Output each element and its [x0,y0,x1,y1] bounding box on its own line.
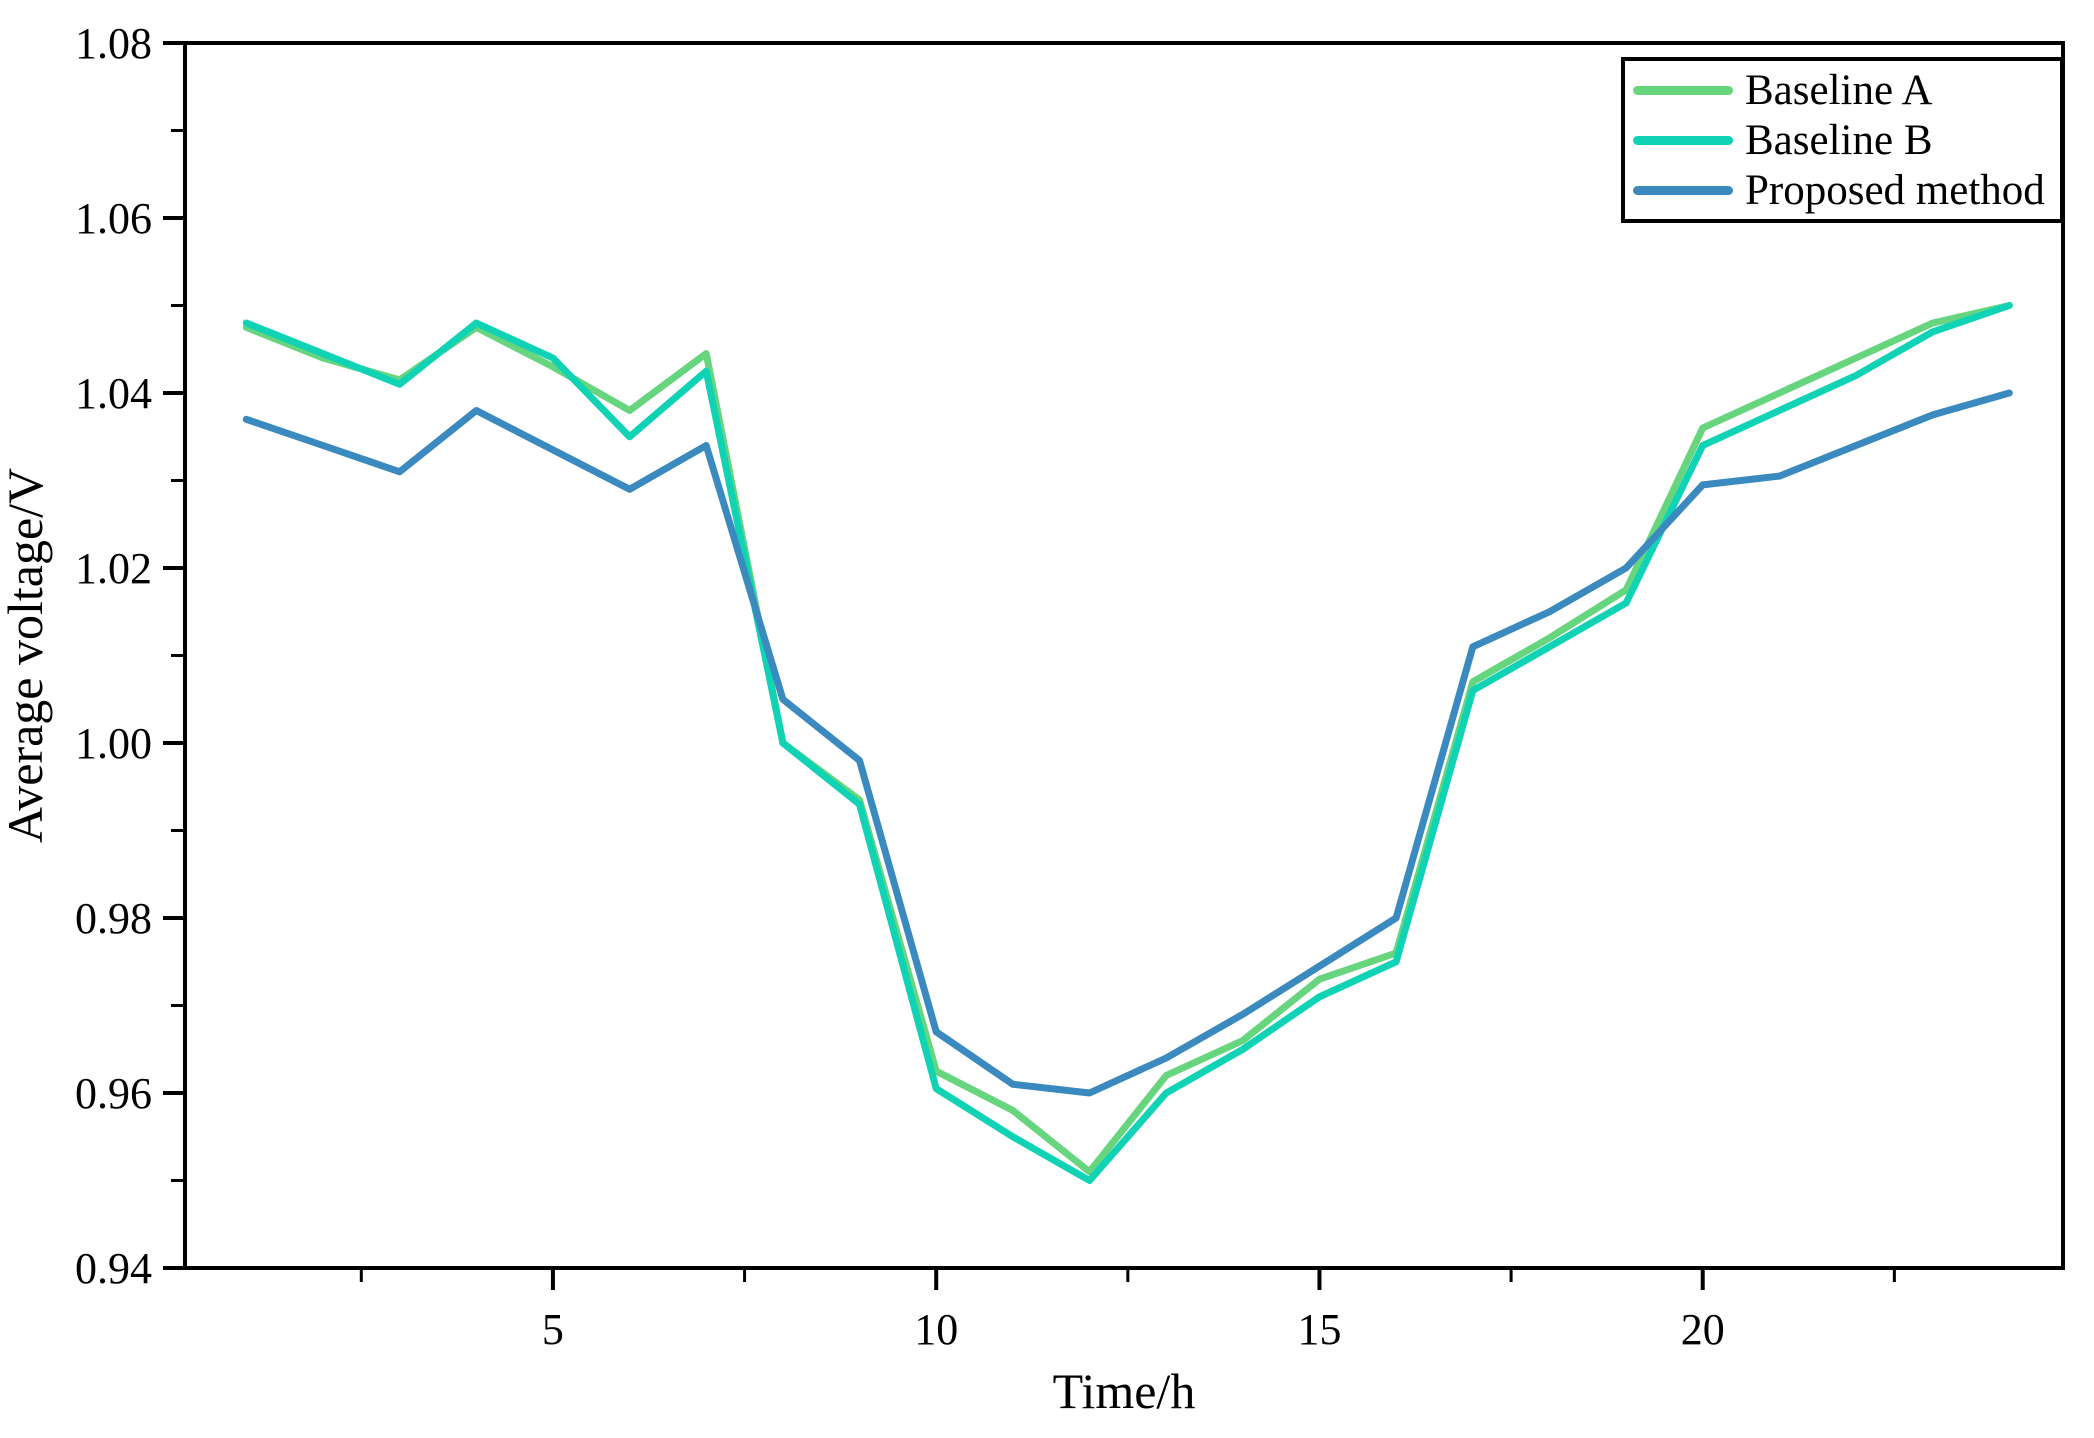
series-line-proposed-method [242,389,2013,1097]
legend-label-baseline-b: Baseline B [1745,116,1933,164]
legend-swatch-baseline-a [1633,85,1733,95]
x-tick-label: 15 [1297,1305,1341,1354]
legend-swatch-baseline-b [1633,135,1733,145]
legend-item-baseline-a: Baseline A [1633,69,2052,112]
y-tick-label: 0.96 [75,1069,152,1118]
series-line-baseline-a [242,302,2013,1176]
legend-label-proposed-method: Proposed method [1745,166,2045,214]
legend-label-baseline-a: Baseline A [1745,66,1933,114]
y-tick-label: 1.06 [75,194,152,243]
legend-item-baseline-b: Baseline B [1633,119,2052,162]
x-tick-label: 20 [1681,1305,1725,1354]
y-tick-label: 1.08 [75,19,152,68]
y-axis-title: Average voltage/V [0,468,53,843]
x-tick-label: 10 [914,1305,958,1354]
y-tick-label: 0.94 [75,1244,152,1293]
y-tick-label: 0.98 [75,894,152,943]
y-tick-label: 1.00 [75,719,152,768]
x-axis-title: Time/h [1053,1363,1196,1419]
y-tick-label: 1.02 [75,544,152,593]
plot-frame [183,41,2065,1270]
legend-item-proposed-method: Proposed method [1633,169,2052,212]
legend: Baseline A Baseline B Proposed method [1621,57,2064,223]
legend-swatch-proposed-method [1633,185,1733,195]
x-tick-label: 5 [542,1305,564,1354]
y-tick-label: 1.04 [75,369,152,418]
series-line-baseline-b [242,302,2013,1184]
